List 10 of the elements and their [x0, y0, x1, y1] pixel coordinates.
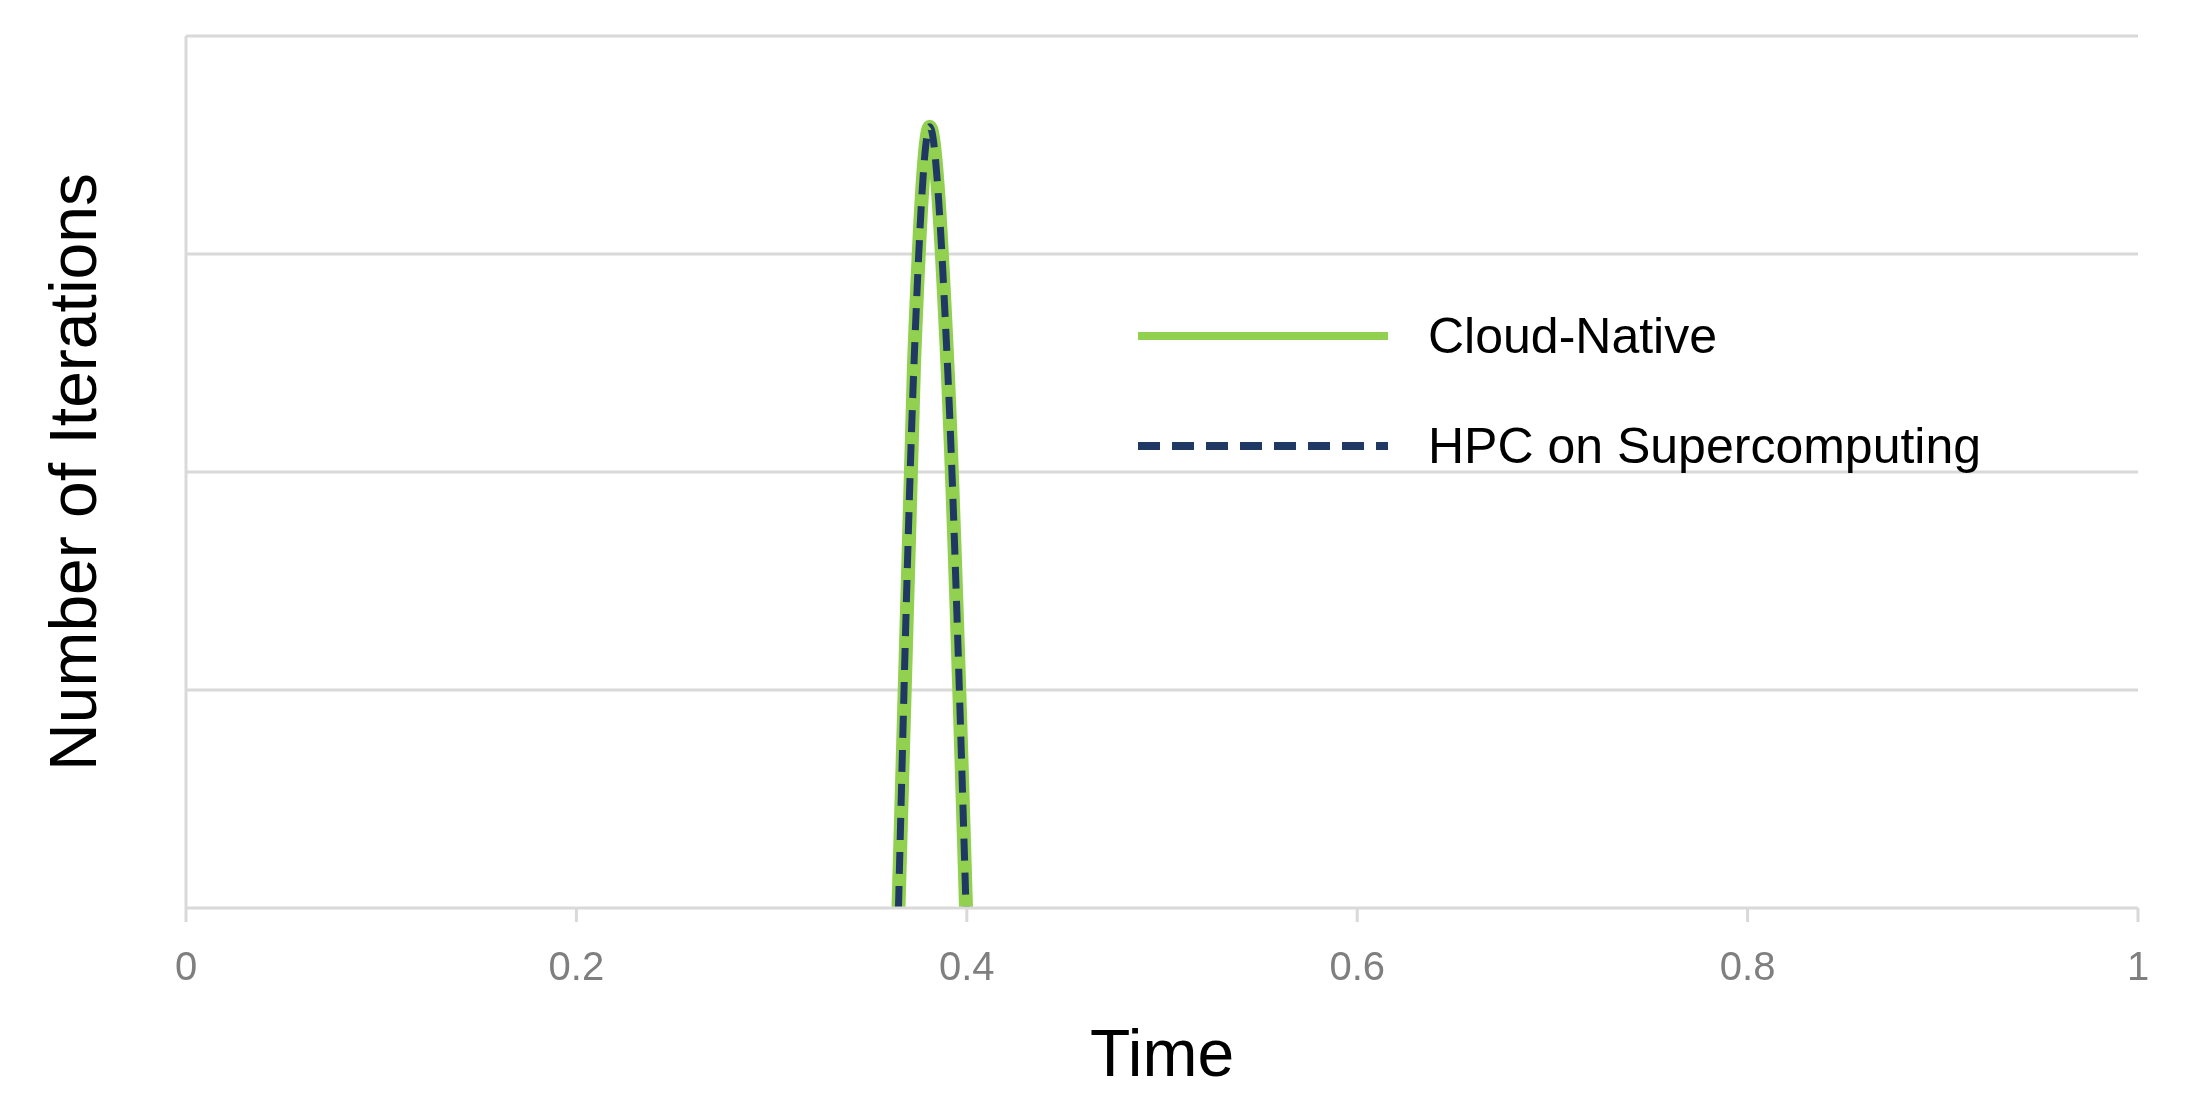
legend-label: HPC on Supercomputing: [1428, 418, 1982, 474]
y-axis-title: Number of Iterations: [36, 173, 110, 771]
x-tick-label: 0.2: [548, 944, 605, 988]
legend-label: Cloud-Native: [1428, 308, 1718, 364]
x-tick-label: 0.6: [1329, 944, 1385, 988]
x-tick-label: 0.4: [939, 944, 995, 988]
x-axis-title: Time: [1089, 1016, 1235, 1090]
x-tick-label: 0.8: [1719, 944, 1776, 988]
x-tick-label: 0: [174, 944, 198, 988]
x-tick-label: 1: [2126, 944, 2150, 988]
